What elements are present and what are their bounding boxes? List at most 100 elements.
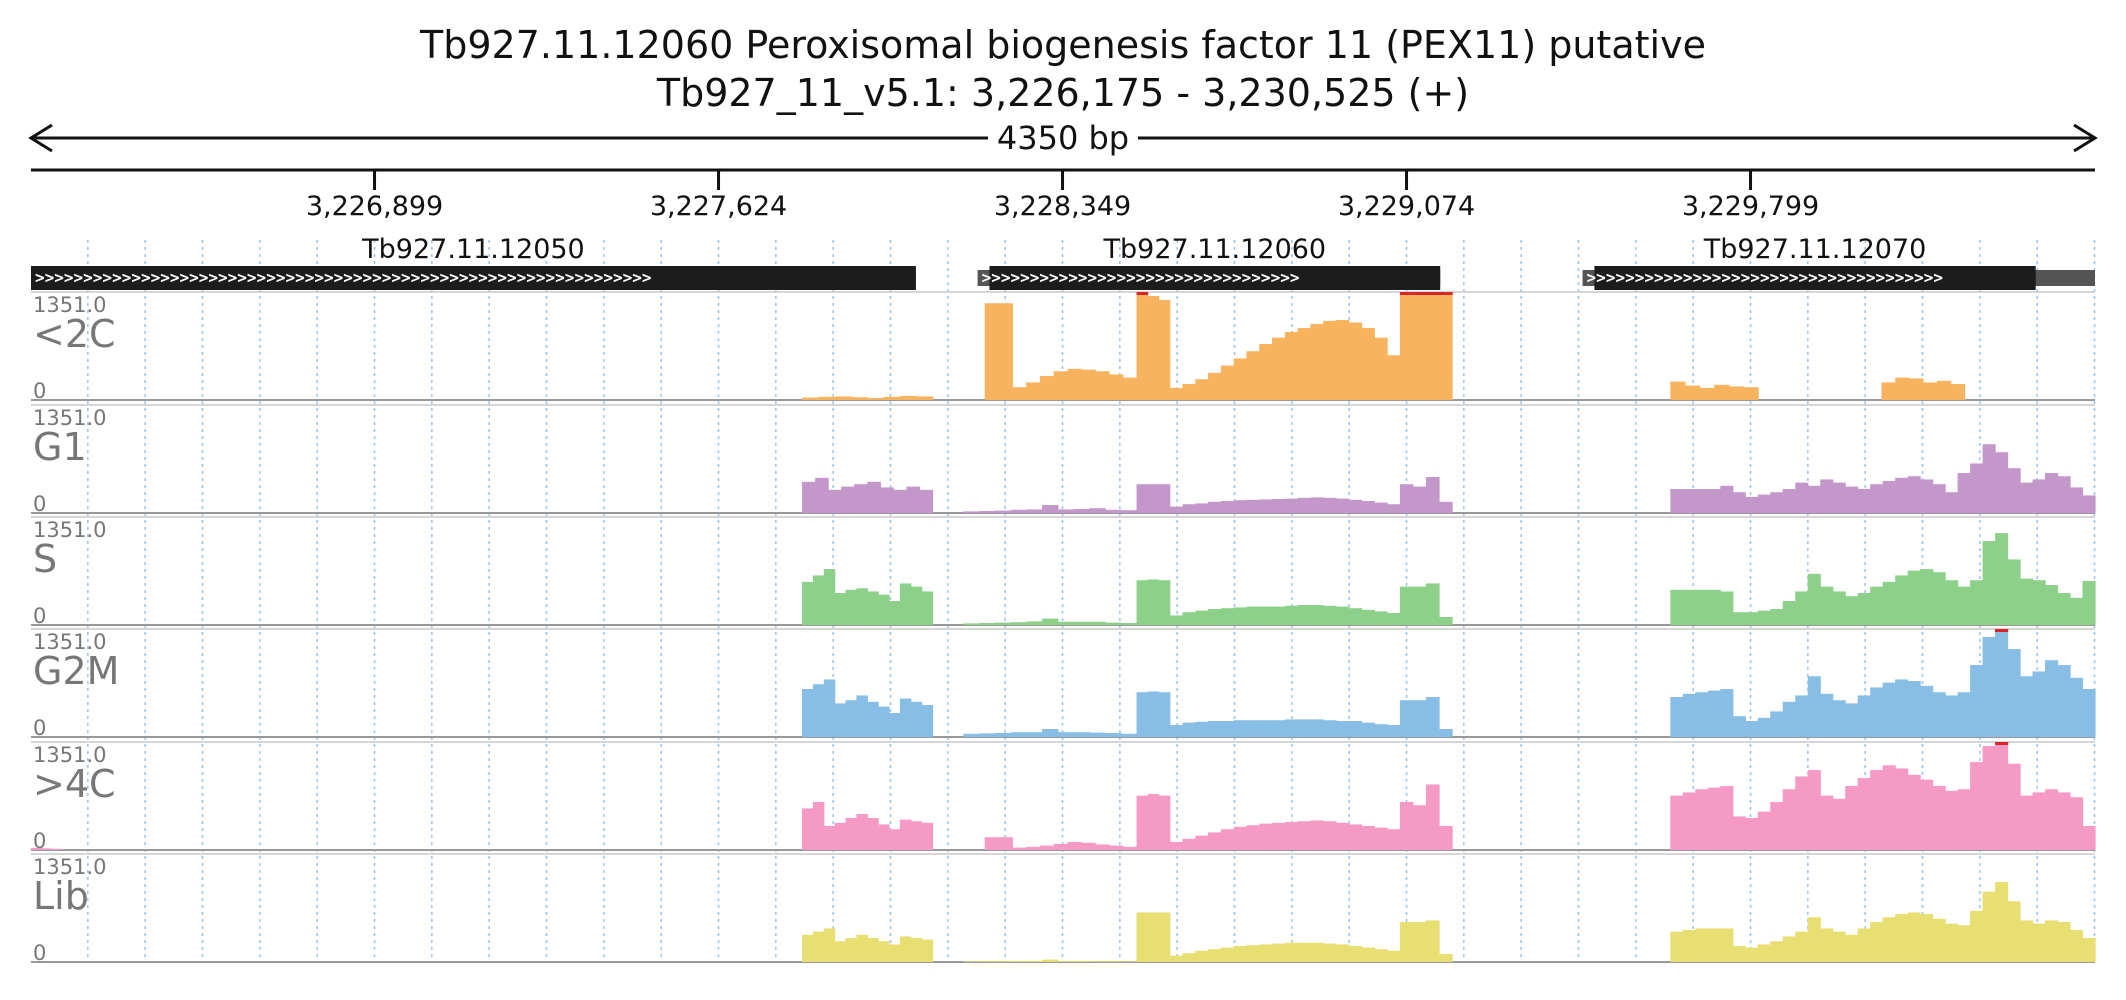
coverage-bar [1857, 489, 1871, 513]
coverage-bar [1105, 733, 1122, 737]
coverage-bar [1057, 621, 1075, 625]
coverage-bar [1147, 912, 1160, 962]
coverage-bar [2082, 581, 2096, 625]
coverage-bar [1067, 842, 1082, 850]
gene-feature[interactable]: >>>>>>>>>>>>>>>>>>>>>>>>>>>>>>>>>>>>> Tb9… [1582, 234, 2095, 290]
coverage-bar [2045, 473, 2059, 513]
coverage-bar [1233, 500, 1248, 513]
coverage-bar [1412, 922, 1427, 962]
coverage-bar [1920, 479, 1934, 513]
coverage-bar [2045, 585, 2059, 625]
track-max-label: 1351.0 [33, 630, 106, 654]
coverage-bar [1195, 503, 1209, 513]
coverage-bar [1845, 786, 1859, 850]
coverage-bar [1147, 579, 1160, 625]
coverage-bar [2007, 649, 2021, 737]
coverage-bar [1982, 444, 1996, 513]
coverage-bar [1795, 776, 1809, 850]
coverage-bar [1970, 762, 1984, 850]
coverage-bar [1895, 377, 1910, 400]
coverage-bar [1909, 378, 1924, 400]
coverage-bar [1399, 484, 1414, 513]
coverage-bar [1820, 586, 1834, 625]
coverage-bar [828, 489, 842, 513]
coverage-bar [1284, 332, 1299, 400]
coverage-bar [899, 396, 917, 400]
coverage-bar [1882, 917, 1896, 962]
coverage-bar [1920, 779, 1934, 850]
gene-feature[interactable]: >>>>>>>>>>>>>>>>>>>>>>>>>>>>>>>>> Tb927.1… [977, 234, 1441, 290]
coverage-bar [812, 575, 825, 625]
coverage-bar [1105, 961, 1122, 962]
coverage-bar [1707, 928, 1721, 962]
coverage-bar [2032, 479, 2046, 513]
coverage-bar [1439, 617, 1453, 625]
coverage-bar [1026, 846, 1041, 850]
gene-feature[interactable]: >>>>>>>>>>>>>>>>>>>>>>>>>>>>>>>>>>>>>>>>… [31, 234, 916, 290]
coverage-bar [1246, 606, 1260, 625]
track-min-label: 0 [33, 492, 46, 516]
coverage-bar [1945, 492, 1959, 513]
coverage-bar [1095, 371, 1110, 400]
coverage-bar [1361, 826, 1375, 850]
coverage-bar [802, 808, 814, 850]
coverage-bar [1682, 489, 1696, 513]
coverage-bar [1246, 825, 1260, 850]
coverage-bar [1399, 292, 1414, 400]
coverage-bar [1208, 832, 1222, 850]
coverage-bar [1010, 622, 1027, 625]
coverage-bar [1026, 509, 1043, 513]
coverage-bar [1907, 476, 1921, 513]
coverage-bar [802, 481, 816, 513]
coverage-bar [998, 303, 1013, 400]
coverage-bar [1057, 509, 1075, 513]
coverage-bar [1067, 368, 1082, 400]
track-min-label: 0 [33, 941, 46, 965]
coverage-bar [1982, 891, 1996, 962]
coverage-bar [1122, 846, 1138, 850]
coverage-bar [1439, 954, 1453, 962]
coverage-bar [1682, 693, 1696, 737]
coverage-bar [1297, 942, 1311, 962]
coverage-bar [1233, 826, 1248, 850]
strand-chevrons: >>>>>>>>>>>>>>>>>>>>>>>>>>>>>>>>>>>>> [1587, 268, 1943, 287]
coverage-bar [1782, 701, 1796, 737]
coverage-bar [1895, 679, 1909, 737]
coverage-bar [1745, 818, 1759, 850]
clip-marker [1136, 292, 1149, 295]
coverage-bar [1220, 365, 1235, 400]
coverage-bar [1807, 676, 1821, 737]
track-max-label: 1351.0 [33, 518, 106, 542]
coverage-bar [2032, 671, 2046, 737]
coverage-bar [1246, 945, 1260, 962]
coverage-bar [963, 623, 980, 625]
coverage-bar [1782, 489, 1796, 513]
coverage-bar [31, 848, 42, 850]
coverage-bar [1920, 914, 1934, 962]
coverage-bar [1882, 765, 1896, 850]
coverage-bar [1945, 923, 1959, 962]
coverage-bar [1136, 580, 1149, 625]
track-min-label: 0 [33, 379, 46, 403]
coverage-bar [1374, 337, 1388, 400]
coverage-bar [1272, 337, 1286, 400]
coverage-bar [1745, 947, 1759, 962]
coverage-bar [1670, 489, 1684, 513]
track-max-label: 1351.0 [33, 293, 106, 317]
coverage-bar [1182, 953, 1196, 962]
coverage-bar [889, 601, 901, 625]
coverage-bar [979, 511, 996, 513]
coverage-bar [1010, 509, 1027, 513]
coverage-bar [916, 396, 934, 400]
coverage-bar [979, 733, 996, 737]
coverage-bar [2082, 495, 2096, 513]
coverage-bar [1957, 473, 1971, 513]
coverage-bar [845, 700, 858, 737]
coverage-bar [1682, 589, 1696, 625]
coverage-bar [979, 961, 996, 962]
coverage-bar [1807, 573, 1821, 625]
coverage-bar [845, 589, 858, 625]
coverage-bar [899, 819, 912, 850]
coverage-bar [1439, 826, 1453, 850]
coverage-bar [1310, 497, 1324, 513]
